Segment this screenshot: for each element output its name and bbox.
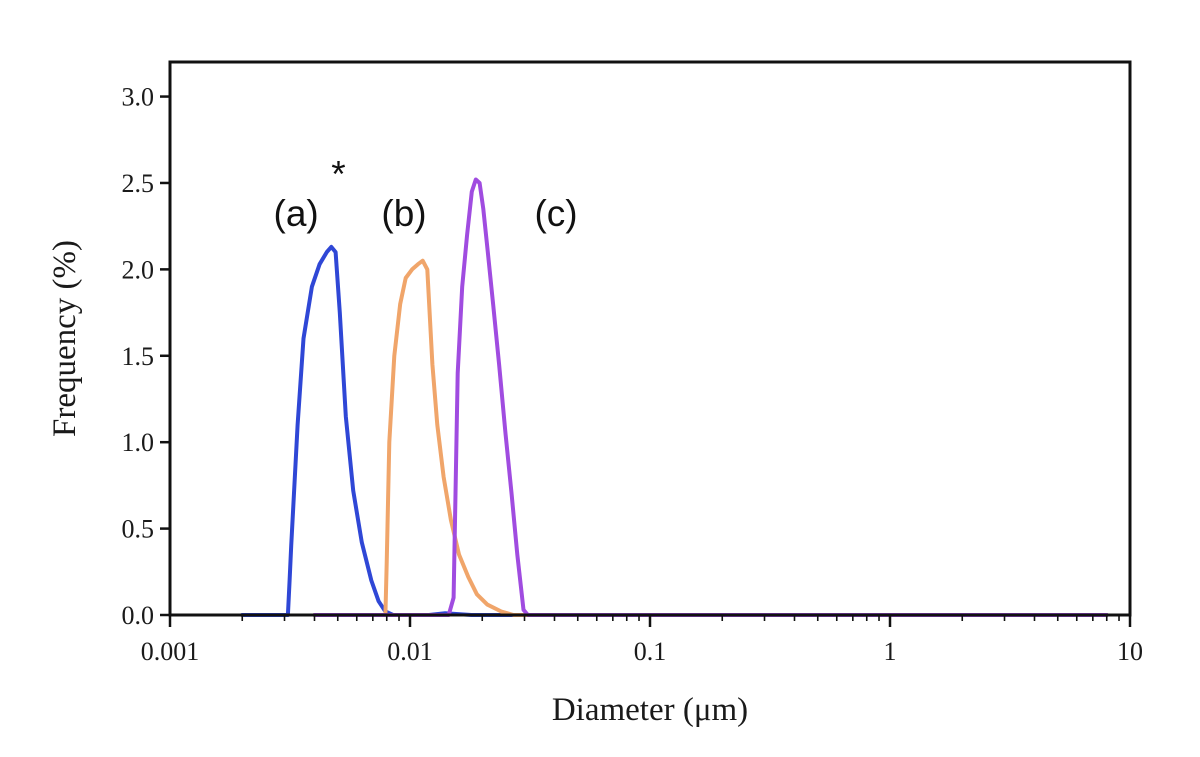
curve-annotation: (a) [274,193,319,234]
annotation-layer: (a) * (b) (c) [274,153,578,234]
x-axis-ticks: 0.001 0.01 0.1 1 10 [141,615,1143,666]
y-tick-label: 0.0 [122,601,155,630]
y-tick-label: 2.0 [122,255,155,284]
x-tick-label: 0.001 [141,637,200,666]
curve-annotation: * [331,153,345,194]
y-tick-label: 1.0 [122,428,155,457]
y-tick-label: 3.0 [122,83,155,112]
series-line-c [312,177,1109,617]
series-line-b [312,258,1109,617]
y-axis-ticks: 0.0 0.5 1.0 1.5 2.0 2.5 3.0 [122,83,170,630]
y-tick-label: 2.5 [122,169,155,198]
x-tick-label: 1 [884,637,897,666]
y-tick-label: 1.5 [122,342,155,371]
x-axis-title: Diameter (μm) [552,692,748,728]
y-tick-label: 0.5 [122,515,155,544]
curve-annotation: (b) [381,193,426,234]
y-axis-title: Frequency (%) [47,240,83,437]
x-tick-label: 0.01 [387,637,433,666]
x-tick-label: 10 [1117,637,1143,666]
curve-annotation: (c) [534,193,577,234]
x-tick-label: 0.1 [634,637,667,666]
